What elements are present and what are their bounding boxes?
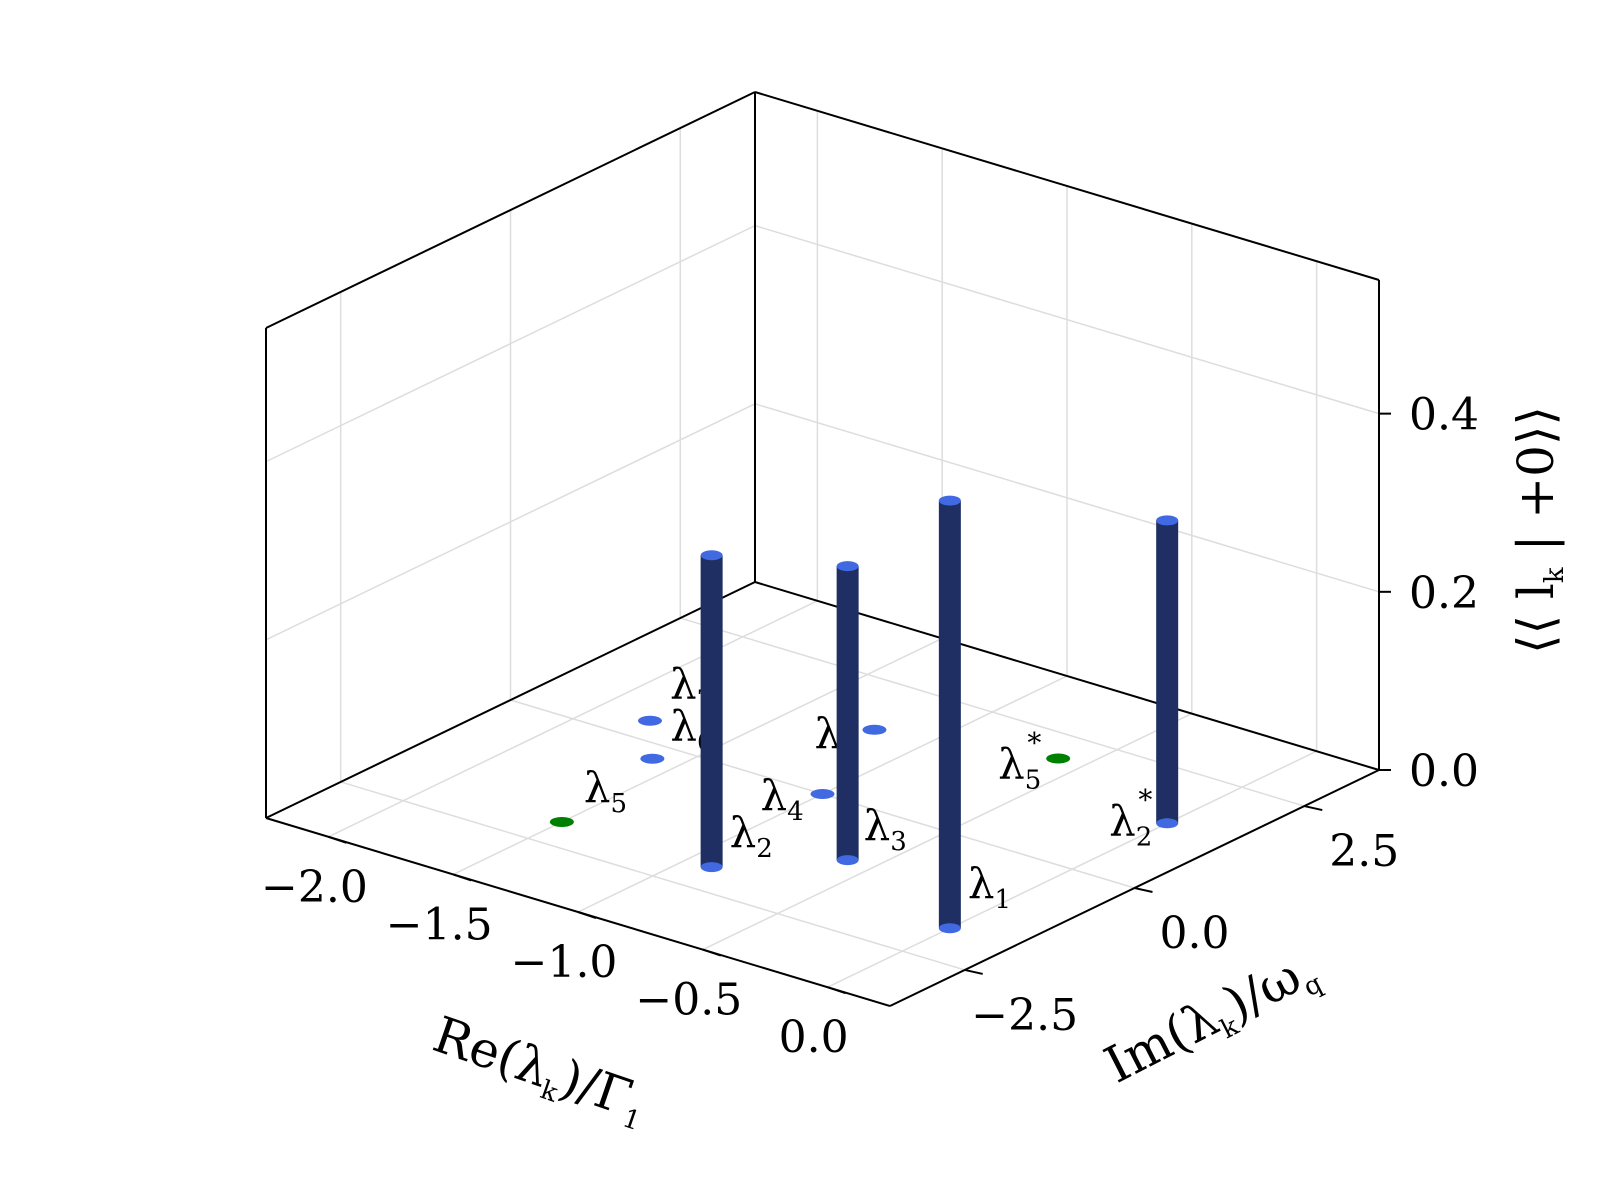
marker-λ6*	[862, 724, 887, 735]
x-axis-label: Re(λk)/Γ1	[425, 1005, 655, 1137]
x-tick-label: −1.0	[511, 937, 618, 988]
x-tick-label: 0.0	[779, 1012, 849, 1063]
data-point-λ5: λ5	[549, 763, 627, 827]
bar-base-λ1	[938, 923, 961, 934]
y-tick-label: −2.5	[971, 990, 1078, 1041]
y-tick-label: 0.0	[1160, 908, 1230, 959]
z-axis-label: ⟨⟨ lk | +0⟩⟩	[1507, 406, 1570, 654]
x-tick-label: −2.0	[261, 862, 368, 913]
z-tick-label: 0.2	[1409, 568, 1479, 619]
bar-top-λ2*	[1156, 515, 1179, 526]
bar-top-λ1	[938, 495, 961, 506]
z-tick-label: 0.0	[1409, 746, 1479, 797]
point-label-λ4: λ4	[761, 771, 804, 827]
data-point-λ2*: λ2*	[1109, 515, 1179, 852]
axis-front-edges	[265, 769, 1380, 1007]
y-tick-label: 2.5	[1329, 826, 1399, 877]
marker-λ4	[810, 789, 835, 799]
pane-edge	[265, 91, 756, 329]
bar-top-λ3	[836, 561, 859, 572]
left-wall-grid-line-z	[265, 224, 756, 463]
left-wall-grid-line-z	[265, 403, 756, 641]
pane-edge	[265, 581, 756, 819]
y-tick-mark	[964, 968, 983, 975]
y-axis-line	[889, 769, 1380, 1007]
point-label-λ1: λ1	[968, 859, 1011, 915]
bar-λ2*	[1156, 520, 1179, 824]
data-point-λ4: λ4	[761, 771, 835, 827]
marker-λ7	[637, 715, 662, 726]
marker-λ6	[640, 753, 665, 764]
x-tick-label: −0.5	[635, 975, 742, 1026]
bar-base-λ2	[700, 862, 723, 873]
y-tick-mark	[1134, 887, 1153, 893]
back-wall-grid-line-z	[754, 403, 1380, 593]
pane-edge	[754, 581, 1380, 771]
marker-λ5	[549, 816, 574, 827]
data-point-λ2: λ2	[700, 550, 773, 873]
data-point-λ5*: λ5*	[998, 727, 1071, 796]
marker-λ5*	[1046, 753, 1071, 764]
bar-λ1	[938, 500, 961, 929]
bar-λ3	[836, 566, 859, 861]
axis-pane-edges	[265, 91, 1380, 819]
data-points: λ5*λ6*λ2*λ7λ4λ6λ3λ1λ5λ2	[549, 495, 1179, 934]
bar-λ2	[700, 555, 723, 868]
pane-edge	[754, 91, 1380, 281]
point-label-λ3: λ3	[864, 801, 907, 857]
floor-grid-line-y	[340, 781, 965, 971]
point-label-λ5: λ5	[584, 763, 627, 819]
floor-grid-line-y	[680, 617, 1305, 807]
axis-ticks: −2.0−1.5−1.0−0.50.0 −2.50.02.50.00.20.4	[261, 390, 1479, 1064]
point-label-λ5*: λ5*	[998, 727, 1041, 796]
y-axis-label: Im(λk)/ωq	[1096, 939, 1328, 1099]
x-axis-line	[265, 817, 891, 1007]
bar-top-λ2	[700, 550, 723, 561]
x-tick-label: −1.5	[386, 899, 493, 950]
y-tick-mark	[1304, 805, 1323, 812]
z-tick-label: 0.4	[1409, 390, 1479, 441]
bar-base-λ3	[836, 855, 859, 866]
data-point-λ1: λ1	[938, 495, 1011, 934]
bar-base-λ2*	[1156, 818, 1179, 829]
data-point-λ3: λ3	[836, 561, 907, 866]
point-label-λ2: λ2	[730, 808, 773, 864]
grid-lines	[265, 110, 1380, 988]
point-label-λ2*: λ2*	[1109, 783, 1152, 852]
back-wall-grid-line-z	[754, 224, 1380, 415]
